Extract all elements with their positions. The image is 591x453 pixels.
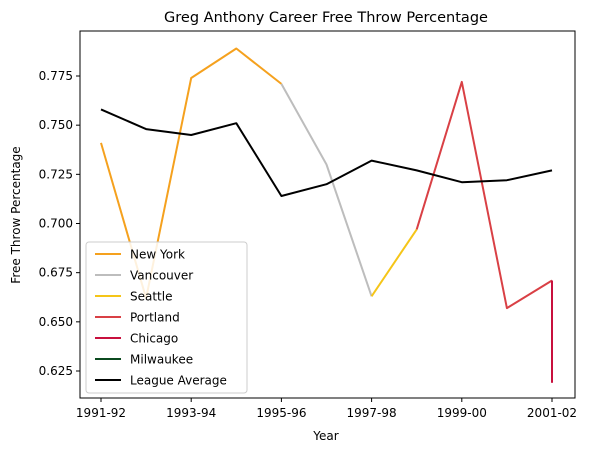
series-line-1 [280, 83, 373, 297]
y-tick-label-1: 0.650 [39, 315, 73, 329]
x-tick-label-1: 1993-94 [166, 406, 216, 420]
y-tick-label-4: 0.725 [39, 167, 73, 181]
series-line-6 [100, 108, 553, 197]
x-tick-label-3: 1997-98 [347, 406, 397, 420]
y-tick-label-6: 0.775 [39, 69, 73, 83]
series-line-2 [370, 228, 418, 297]
legend-label-6: League Average [130, 374, 227, 388]
legend-label-3: Portland [130, 311, 180, 325]
legend: New York Vancouver Seattle Portland Chicago M… [85, 241, 248, 394]
legend-label-1: Vancouver [130, 269, 193, 283]
x-tick-label-0: 1991-92 [76, 406, 126, 420]
x-tick-label-2: 1995-96 [256, 406, 306, 420]
x-tick-label-5: 2001-02 [527, 406, 577, 420]
plot-area [100, 47, 553, 383]
axes: 1991-92 1993-94 1995-96 1997-98 1999-00 2001-… [39, 30, 577, 420]
y-tick-label-5: 0.750 [39, 118, 73, 132]
legend-box [85, 241, 248, 394]
legend-label-5: Milwaukee [130, 353, 193, 367]
legend-label-0: New York [130, 248, 185, 262]
y-tick-label-3: 0.700 [39, 217, 73, 231]
y-tick-label-0: 0.625 [39, 364, 73, 378]
chart-title: Greg Anthony Career Free Throw Percentag… [164, 10, 488, 26]
y-axis-label: Free Throw Percentage [9, 146, 23, 283]
legend-label-4: Chicago [130, 332, 178, 346]
legend-label-2: Seattle [130, 290, 172, 304]
series-line-3 [415, 80, 553, 310]
x-tick-label-4: 1999-00 [437, 406, 487, 420]
plot-frame [79, 30, 576, 399]
y-tick-label-2: 0.675 [39, 266, 73, 280]
x-axis-label: Year [312, 429, 338, 443]
